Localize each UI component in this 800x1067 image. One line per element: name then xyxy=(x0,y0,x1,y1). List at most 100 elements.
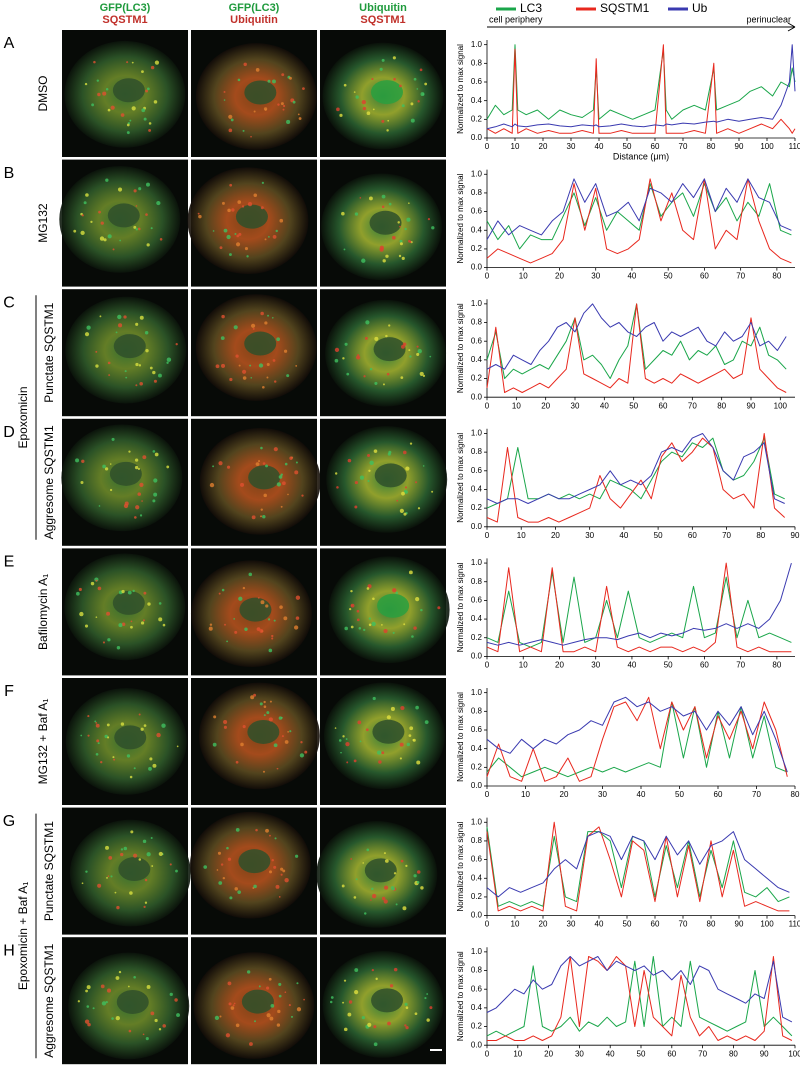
punctum xyxy=(381,205,385,209)
punctum xyxy=(260,515,262,518)
group-label: Epoxomicin xyxy=(16,386,30,448)
punctum xyxy=(347,1012,352,1017)
punctum xyxy=(366,111,371,116)
punctum xyxy=(139,315,144,320)
x-tick-label: 20 xyxy=(544,1049,553,1058)
punctum xyxy=(146,243,150,247)
punctum xyxy=(267,235,270,238)
punctum xyxy=(263,714,266,717)
x-tick-label: 50 xyxy=(623,142,632,151)
punctum xyxy=(348,1000,353,1004)
punctum xyxy=(296,982,299,985)
punctum xyxy=(368,617,372,620)
punctum xyxy=(262,462,266,465)
punctum xyxy=(343,1027,348,1032)
punctum xyxy=(220,863,224,866)
punctum xyxy=(132,589,135,593)
punctum xyxy=(238,596,243,601)
x-tick-label: 90 xyxy=(791,531,800,540)
punctum xyxy=(282,104,286,108)
punctum xyxy=(390,706,395,711)
punctum xyxy=(386,129,389,132)
punctum xyxy=(85,870,88,873)
punctum xyxy=(134,465,139,470)
punctum xyxy=(86,985,91,990)
y-tick-label: 0.4 xyxy=(471,873,483,882)
punctum xyxy=(267,618,271,621)
punctum xyxy=(100,221,104,225)
x-tick-label: 20 xyxy=(555,661,564,670)
punctum xyxy=(135,205,138,207)
punctum xyxy=(153,379,157,383)
punctum xyxy=(424,720,429,725)
punctum xyxy=(169,992,173,997)
punctum xyxy=(354,212,359,216)
column-header: Ubiquitin xyxy=(359,2,407,14)
data-line xyxy=(486,178,792,240)
punctum xyxy=(400,705,405,711)
punctum xyxy=(271,858,274,862)
data-line xyxy=(486,178,792,264)
y-tick-label: 0.4 xyxy=(471,744,483,753)
y-tick-label: 0.8 xyxy=(471,188,483,197)
punctum xyxy=(393,77,396,81)
punctum xyxy=(107,361,111,365)
punctum xyxy=(138,713,141,716)
data-line xyxy=(486,701,788,778)
punctum xyxy=(381,194,386,199)
punctum xyxy=(343,248,346,251)
punctum xyxy=(212,230,215,232)
punctum xyxy=(120,848,124,851)
punctum xyxy=(336,107,340,112)
punctum xyxy=(342,1001,345,1004)
punctum xyxy=(154,1018,158,1023)
punctum xyxy=(80,481,84,485)
punctum xyxy=(242,725,246,729)
punctum xyxy=(96,79,100,82)
punctum xyxy=(227,981,232,986)
punctum xyxy=(237,78,241,82)
punctum xyxy=(127,985,130,988)
x-tick-label: 30 xyxy=(591,661,600,670)
punctum xyxy=(268,648,273,653)
nucleus xyxy=(364,858,397,883)
punctum xyxy=(106,988,112,993)
punctum xyxy=(276,337,281,342)
punctum xyxy=(353,759,357,763)
punctum xyxy=(281,735,284,738)
punctum xyxy=(95,350,98,353)
punctum xyxy=(124,370,127,373)
punctum xyxy=(258,460,261,463)
x-tick-label: 60 xyxy=(700,272,709,281)
data-line xyxy=(486,433,785,504)
punctum xyxy=(252,327,255,330)
x-tick-label: 30 xyxy=(571,401,580,410)
punctum xyxy=(142,455,147,460)
punctum xyxy=(381,751,385,755)
punctum xyxy=(286,119,291,125)
punctum xyxy=(385,334,388,338)
punctum xyxy=(388,450,392,454)
punctum xyxy=(342,357,345,360)
punctum xyxy=(344,342,348,346)
punctum xyxy=(383,899,388,904)
punctum xyxy=(140,727,144,731)
punctum xyxy=(95,752,99,756)
condition-label: Aggresome SQSTM1 xyxy=(42,943,56,1057)
punctum xyxy=(371,621,376,627)
punctum xyxy=(215,364,220,369)
punctum xyxy=(96,739,100,743)
punctum xyxy=(228,114,233,119)
punctum xyxy=(381,896,386,901)
punctum xyxy=(368,469,371,472)
punctum xyxy=(150,1011,155,1016)
punctum xyxy=(282,108,285,111)
punctum xyxy=(100,760,103,764)
punctum xyxy=(146,985,151,989)
punctum xyxy=(114,891,117,894)
punctum xyxy=(413,874,417,878)
x-tick-label: 90 xyxy=(735,142,744,151)
punctum xyxy=(392,631,395,634)
punctum xyxy=(209,482,215,488)
